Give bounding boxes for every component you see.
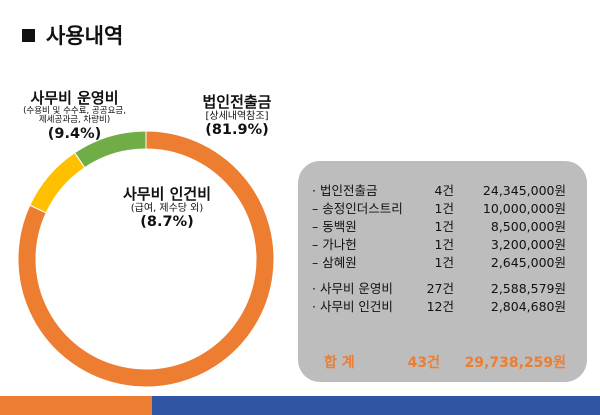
label-office-operating-note-2: 제세공과금, 차량비) (38, 115, 111, 126)
footer-bar-orange (0, 396, 152, 415)
detail-row-count: 1건 (434, 237, 454, 252)
detail-row-label: – 가나헌 (312, 237, 357, 252)
label-office-operating-note-1: (수용비 및 수수료, 공공요금, (23, 105, 126, 116)
donut-slice-1 (74, 130, 147, 169)
detail-row-amount: 24,345,000원 (482, 183, 566, 198)
label-office-personnel: 사무비 인건비 (급여, 제수당 외) (8.7%) (112, 186, 222, 230)
detail-row-count: 27건 (426, 281, 454, 296)
detail-row-amount: 2,804,680원 (490, 299, 566, 314)
detail-panel: · 법인전출금 4건 24,345,000원 – 송정인더스트리 1건 10,0… (298, 161, 587, 382)
label-office-operating-name: 사무비 운영비 (30, 89, 119, 107)
label-corporate-transfer: 법인전출금 [상세내역참조] (81.9%) (182, 94, 292, 138)
label-office-operating-pct: (9.4%) (47, 125, 102, 142)
detail-row-amount: 2,645,000원 (490, 255, 566, 270)
total-label: 합 계 (324, 355, 355, 371)
footer-bar-blue (152, 396, 600, 415)
detail-row-count: 1건 (434, 219, 454, 234)
detail-row-count: 12건 (426, 299, 454, 314)
detail-row-amount: 8,500,000원 (490, 219, 566, 234)
label-office-personnel-name: 사무비 인건비 (122, 185, 212, 203)
detail-row-count: 4건 (434, 183, 454, 198)
title-text: 사용내역 (46, 24, 124, 48)
title-square-icon (22, 28, 35, 42)
donut-slice-2 (29, 151, 86, 214)
label-corporate-transfer-pct: (81.9%) (205, 121, 269, 138)
detail-row-amount: 2,588,579원 (490, 281, 566, 296)
label-office-personnel-pct: (8.7%) (140, 213, 194, 230)
label-corporate-transfer-name: 법인전출금 (202, 93, 272, 111)
total-count: 43건 (407, 355, 440, 371)
total-amount: 29,738,259원 (464, 355, 566, 371)
detail-row-label: · 법인전출금 (312, 183, 378, 198)
label-office-operating: 사무비 운영비 (수용비 및 수수료, 공공요금, 제세공과금, 차량비) (9… (2, 90, 147, 142)
detail-row-count: 1건 (434, 255, 454, 270)
page-title: 사용내역 (22, 20, 123, 50)
detail-row-label: · 사무비 인건비 (312, 299, 393, 314)
detail-row-label: · 사무비 운영비 (312, 281, 393, 296)
detail-row-amount: 3,200,000원 (490, 237, 566, 252)
label-office-personnel-note: (급여, 제수당 외) (130, 202, 204, 214)
detail-row-label: – 송정인더스트리 (312, 201, 403, 216)
donut-slice-0 (17, 130, 275, 388)
detail-row-label: – 삼혜원 (312, 255, 357, 270)
label-corporate-transfer-note: [상세내역참조] (205, 110, 269, 122)
detail-row-label: – 동백원 (312, 219, 357, 234)
detail-row-amount: 10,000,000원 (482, 201, 566, 216)
donut-chart (17, 130, 275, 388)
detail-row-count: 1건 (434, 201, 454, 216)
